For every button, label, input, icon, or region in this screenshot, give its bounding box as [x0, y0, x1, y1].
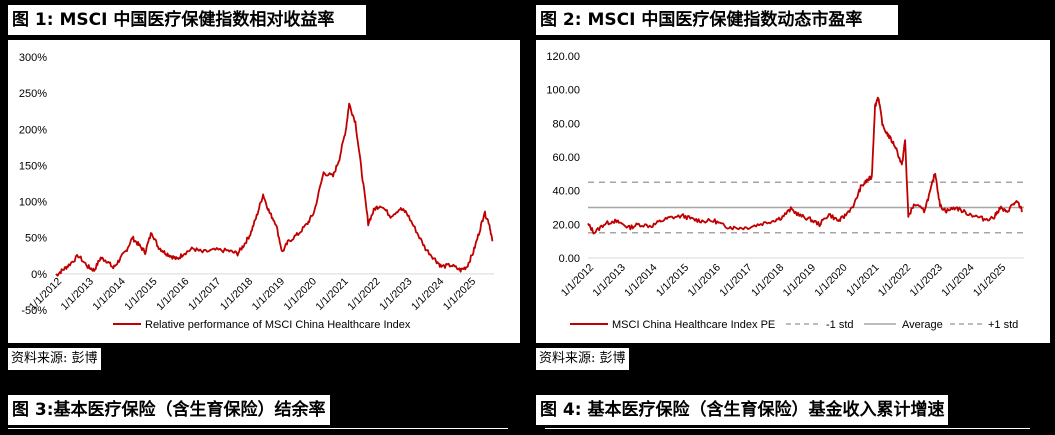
figure-3-divider — [8, 428, 508, 429]
x-axis-tick-label: 1/1/2025 — [441, 275, 478, 312]
y-axis-tick-label: 80.00 — [552, 118, 580, 130]
x-axis-tick-label: 1/1/2014 — [622, 262, 659, 299]
x-axis-tick-label: 1/1/2020 — [812, 262, 849, 299]
y-axis-tick-label: 100.00 — [546, 85, 580, 97]
figure-1-chart-panel: -50% 0% 50% 100% 150% 200% 250% 300% 1/1/2012 1/1… — [8, 40, 520, 343]
x-axis-tick-label: 1/1/2012 — [559, 262, 596, 299]
x-axis-tick-label: 1/1/2023 — [377, 275, 414, 312]
y-axis-tick-label: 120.00 — [546, 51, 580, 63]
legend-label-average: Average — [902, 319, 943, 331]
figure-4-divider — [545, 428, 1030, 429]
x-axis-tick-label: 1/1/2013 — [59, 275, 96, 312]
figure-2-source: 资料来源: 彭博 — [536, 348, 629, 370]
x-axis-tick-label: 1/1/2018 — [218, 275, 255, 312]
y-axis-tick-label: 150% — [19, 160, 47, 172]
x-axis-tick-label: 1/1/2016 — [154, 275, 191, 312]
y-axis-tick-label: -50% — [21, 305, 47, 317]
x-axis-tick-label: 1/1/2017 — [186, 275, 223, 312]
pe-ratio-chart: 0.00 20.00 40.00 60.00 80.00 100.00 120.00 1/1/… — [546, 51, 1024, 331]
relative-performance-line — [55, 102, 494, 277]
x-axis-tick-label: 1/1/2015 — [122, 275, 159, 312]
x-axis-tick-label: 1/1/2022 — [876, 262, 913, 299]
y-axis-tick-label: 50% — [25, 233, 47, 245]
figure-4-title: 图 4: 基本医疗保险（含生育保险）基金收入累计增速 — [536, 395, 949, 425]
relative-performance-chart: -50%0%50%100%150%200%250%300%1/1/20121/1… — [19, 52, 494, 331]
figure-1-source: 资料来源: 彭博 — [8, 348, 101, 370]
pe-ratio-line — [587, 96, 1023, 235]
figure-1-title: 图 1: MSCI 中国医疗保健指数相对收益率 — [8, 5, 366, 35]
figure-2-chart-panel: 0.00 20.00 40.00 60.00 80.00 100.00 120.00 1/1/… — [536, 40, 1050, 343]
y-axis-tick-label: 40.00 — [552, 186, 580, 198]
x-axis-tick-label: 1/1/2022 — [345, 275, 382, 312]
x-axis-tick-label: 1/1/2017 — [717, 262, 754, 299]
x-axis-tick-label: 1/1/2023 — [908, 262, 945, 299]
figure-2-title: 图 2: MSCI 中国医疗保健指数动态市盈率 — [536, 5, 898, 35]
x-axis-tick-label: 1/1/2019 — [781, 262, 818, 299]
x-axis-tick-label: 1/1/2021 — [844, 262, 881, 299]
figure-3-title: 图 3:基本医疗保险（含生育保险）结余率 — [8, 395, 330, 425]
y-axis-tick-label: 100% — [19, 197, 47, 209]
x-axis-tick-label: 1/1/2021 — [313, 275, 350, 312]
y-axis-tick-label: 0.00 — [559, 253, 580, 265]
legend-label-pe: MSCI China Healthcare Index PE — [612, 319, 775, 331]
y-axis-tick-label: 20.00 — [552, 219, 580, 231]
x-axis-tick-label: 1/1/2013 — [590, 262, 627, 299]
x-axis-tick-label: 1/1/2018 — [749, 262, 786, 299]
legend-label-plus-1-std: +1 std — [988, 319, 1018, 331]
y-axis-tick-label: 0% — [31, 269, 47, 281]
x-axis-tick-label: 1/1/2019 — [250, 275, 287, 312]
y-axis-tick-label: 60.00 — [552, 152, 580, 164]
x-axis-tick-label: 1/1/2014 — [90, 275, 127, 312]
y-axis-tick-label: 200% — [19, 124, 47, 136]
y-axis-tick-label: 300% — [19, 52, 47, 64]
x-axis-tick-label: 1/1/2016 — [686, 262, 723, 299]
x-axis-tick-label: 1/1/2024 — [939, 262, 976, 299]
x-axis-tick-label: 1/1/2025 — [971, 262, 1008, 299]
x-axis-tick-label: 1/1/2020 — [282, 275, 319, 312]
x-axis-tick-label: 1/1/2024 — [409, 275, 446, 312]
x-axis-tick-label: 1/1/2015 — [654, 262, 691, 299]
y-axis-tick-label: 250% — [19, 88, 47, 100]
legend-label-minus-1-std: -1 std — [826, 319, 854, 331]
legend-label-relative-performance: Relative performance of MSCI China Healt… — [145, 319, 411, 331]
